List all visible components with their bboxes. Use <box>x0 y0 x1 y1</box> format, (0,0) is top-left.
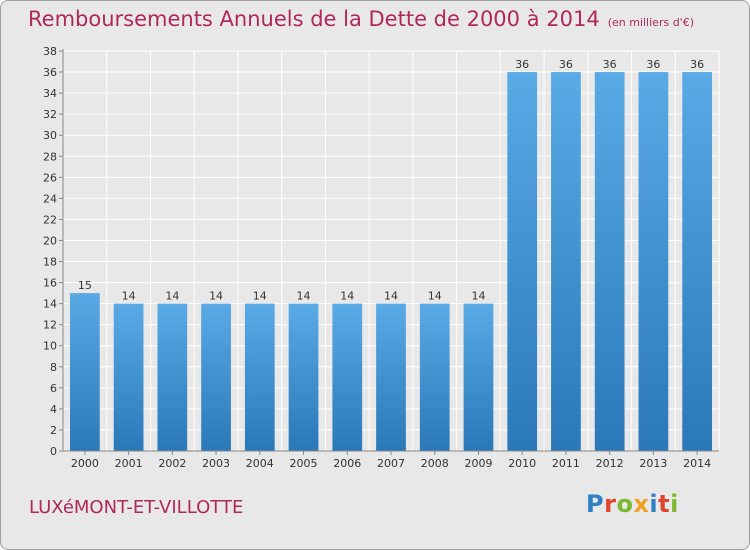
logo-letter: o <box>616 490 634 518</box>
x-tick-label: 2000 <box>71 457 99 470</box>
y-tick-label: 26 <box>43 171 57 184</box>
bar <box>507 72 538 451</box>
x-tick-label: 2010 <box>508 457 536 470</box>
bar <box>288 303 319 451</box>
bar <box>419 303 450 451</box>
y-tick-label: 4 <box>50 403 57 416</box>
y-tick-label: 28 <box>43 150 57 163</box>
logo-letter: i <box>670 490 679 518</box>
y-tick-label: 30 <box>43 129 57 142</box>
x-tick-label: 2013 <box>639 457 667 470</box>
bar <box>113 303 144 451</box>
bar <box>594 72 625 451</box>
data-label: 14 <box>122 290 136 303</box>
data-label: 14 <box>253 290 267 303</box>
y-tick-label: 12 <box>43 319 57 332</box>
y-tick-label: 32 <box>43 108 57 121</box>
data-label: 36 <box>690 58 704 71</box>
bar <box>244 303 275 451</box>
logo-letter: t <box>658 490 671 518</box>
x-tick-label: 2009 <box>464 457 492 470</box>
y-tick-label: 36 <box>43 66 57 79</box>
data-label: 14 <box>165 290 179 303</box>
y-tick-label: 8 <box>50 361 57 374</box>
x-tick-label: 2014 <box>683 457 711 470</box>
x-tick-label: 2004 <box>246 457 274 470</box>
commune-name: LUXéMONT-ET-VILLOTTE <box>29 497 244 518</box>
y-tick-label: 14 <box>43 298 57 311</box>
bar <box>332 303 363 451</box>
x-tick-label: 2001 <box>115 457 143 470</box>
y-tick-label: 20 <box>43 234 57 247</box>
chart-title-text: Remboursements Annuels de la Dette de 20… <box>28 7 600 31</box>
y-tick-label: 10 <box>43 340 57 353</box>
x-tick-label: 2007 <box>377 457 405 470</box>
data-label: 14 <box>471 290 485 303</box>
chart-unit: (en milliers d'€) <box>607 16 694 29</box>
bar <box>463 303 494 451</box>
x-tick-label: 2003 <box>202 457 230 470</box>
y-tick-label: 34 <box>43 87 57 100</box>
data-label: 14 <box>384 290 398 303</box>
logo-letter: r <box>604 490 617 518</box>
y-tick-label: 16 <box>43 277 57 290</box>
bar <box>201 303 231 451</box>
x-tick-label: 2006 <box>333 457 361 470</box>
bar <box>376 303 406 451</box>
y-tick-label: 24 <box>43 192 57 205</box>
logo-letter: x <box>633 490 650 518</box>
proxiti-logo: Proxiti <box>586 490 679 518</box>
data-label: 14 <box>340 290 354 303</box>
data-label: 36 <box>559 58 573 71</box>
logo-letter: i <box>649 490 659 518</box>
bar <box>69 293 100 451</box>
data-label: 14 <box>297 290 311 303</box>
y-tick-label: 0 <box>50 445 57 458</box>
x-tick-label: 2005 <box>290 457 318 470</box>
y-tick-label: 2 <box>50 424 57 437</box>
bar <box>551 72 581 451</box>
bar <box>682 72 713 451</box>
y-tick-label: 38 <box>43 45 57 58</box>
y-tick-label: 22 <box>43 213 57 226</box>
bar <box>638 72 669 451</box>
x-tick-label: 2011 <box>552 457 580 470</box>
chart-title: Remboursements Annuels de la Dette de 20… <box>28 7 694 31</box>
data-label: 14 <box>209 290 223 303</box>
x-tick-label: 2012 <box>596 457 624 470</box>
data-label: 36 <box>515 58 529 71</box>
data-label: 36 <box>603 58 617 71</box>
x-tick-label: 2008 <box>421 457 449 470</box>
data-label: 14 <box>428 290 442 303</box>
bar-layer: 15 14 14 14 14 14 14 14 14 14 36 36 36 36 36 <box>69 58 713 451</box>
y-tick-label: 6 <box>50 382 57 395</box>
x-tick-label: 2002 <box>158 457 186 470</box>
bar <box>157 303 188 451</box>
data-label: 36 <box>646 58 660 71</box>
logo-letter: P <box>586 490 605 518</box>
data-label: 15 <box>78 279 92 292</box>
y-tick-label: 18 <box>43 256 57 269</box>
